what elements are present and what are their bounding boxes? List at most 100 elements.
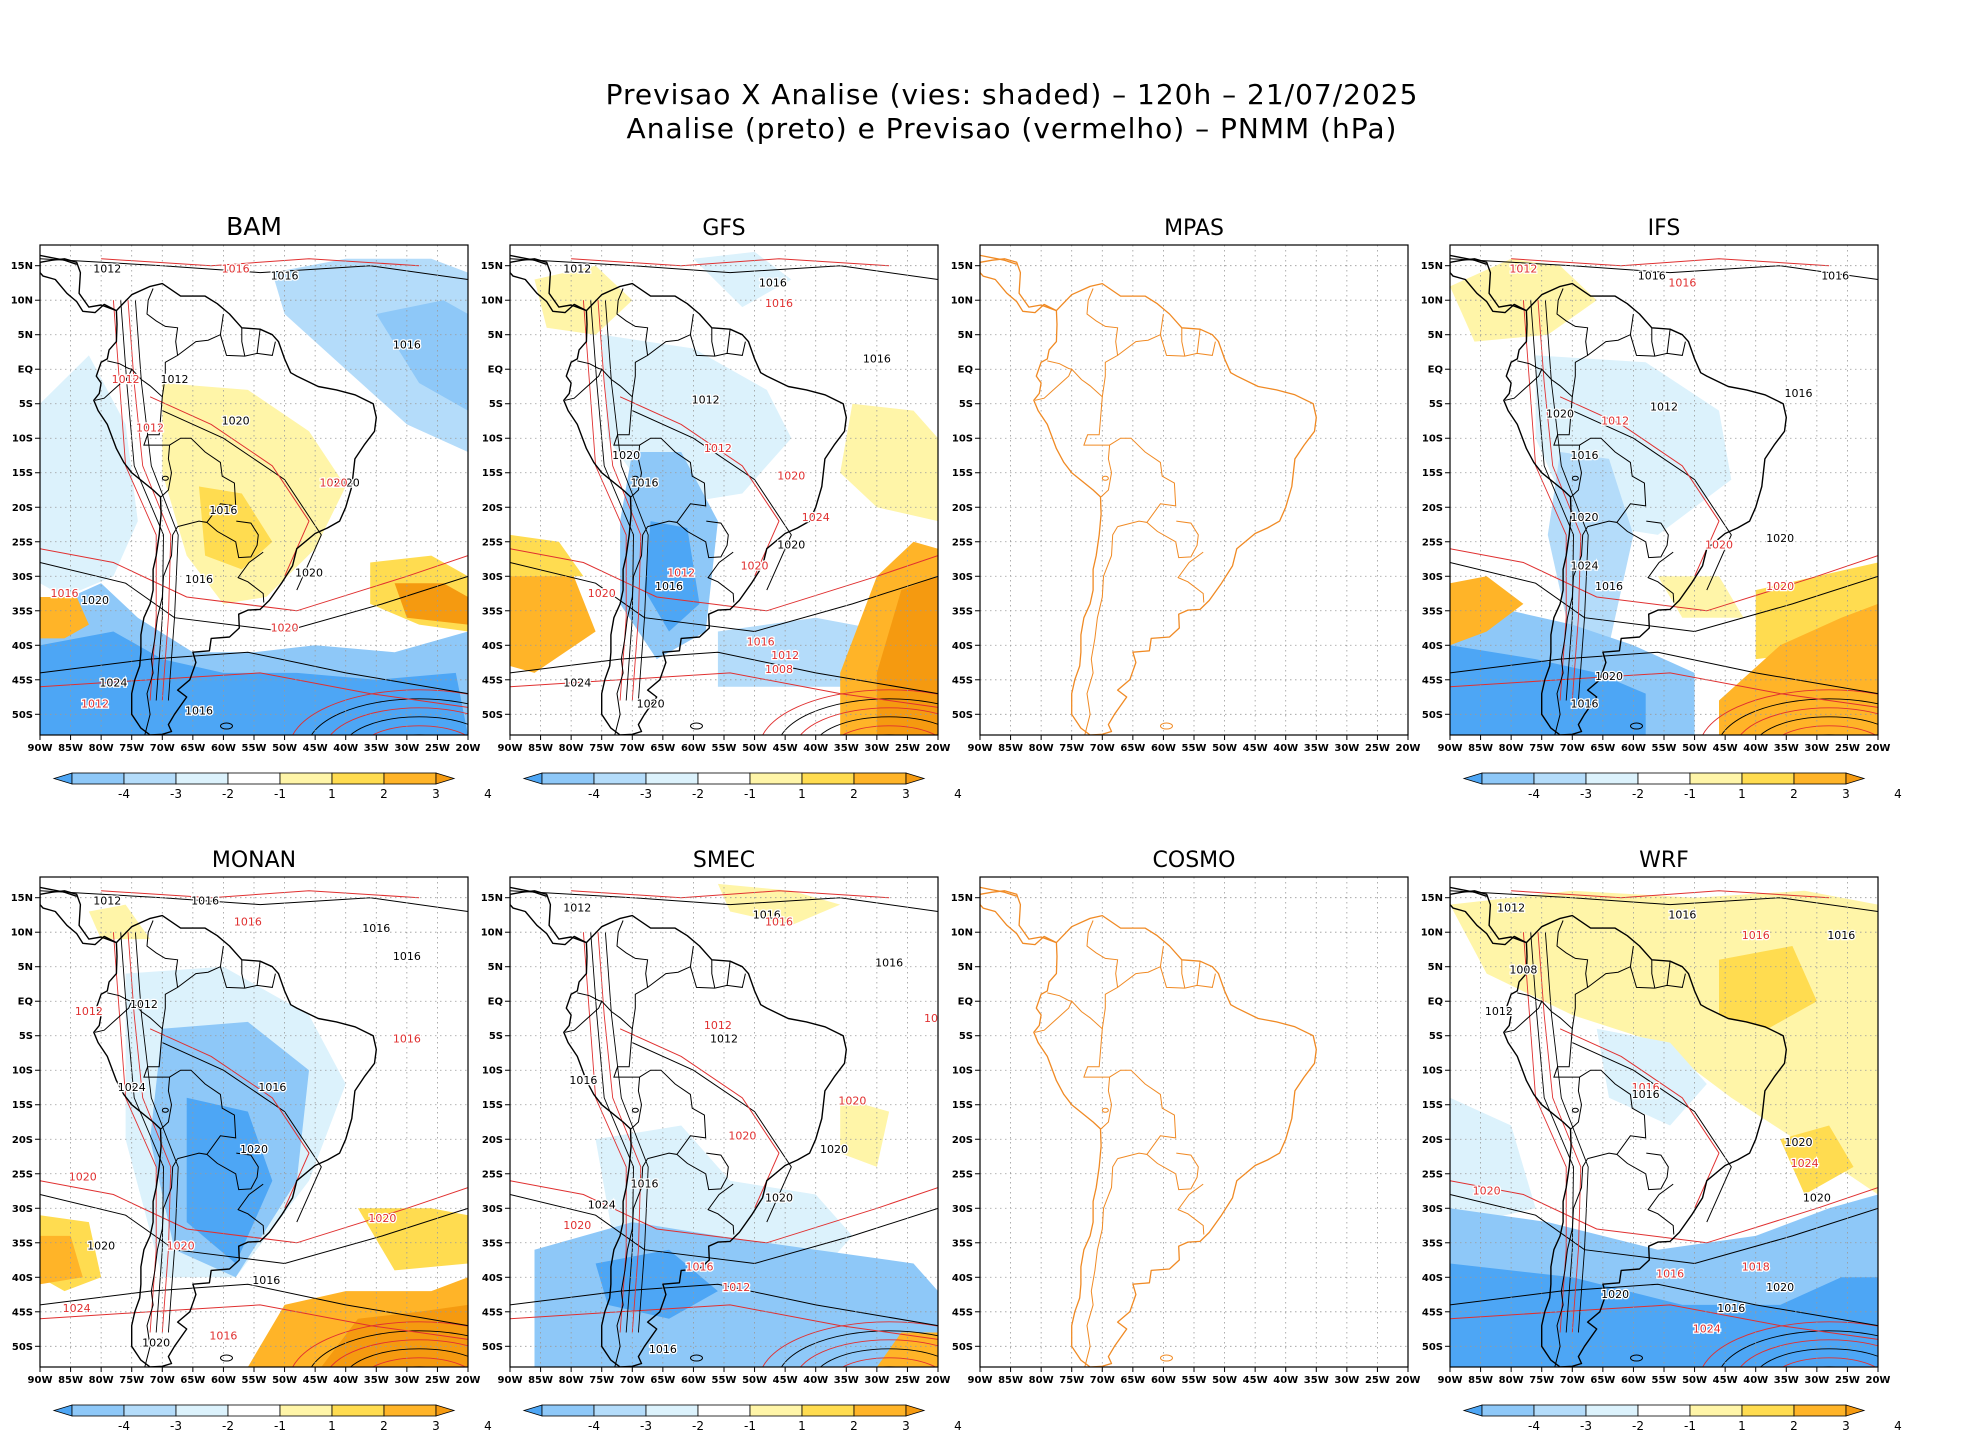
panel-gfs: GFS1012101610161016101210121020101610201… <box>481 216 962 801</box>
lon-label: 45W <box>773 743 798 754</box>
panel-title: MPAS <box>1164 216 1224 241</box>
colorbar-segment <box>123 772 177 785</box>
lat-label: 45S <box>1422 1307 1443 1318</box>
coastlines <box>980 254 1317 735</box>
lat-label: 15S <box>482 468 503 479</box>
contour-label: 1016 <box>393 1033 421 1046</box>
isobar <box>510 890 938 912</box>
lon-label: 65W <box>180 1375 205 1386</box>
figure-title-line1: Previsao X Analise (vies: shaded) – 120h… <box>606 78 1419 111</box>
lat-label: EQ <box>18 365 33 376</box>
lon-label: 30W <box>864 743 889 754</box>
contour-label: 1012 <box>112 373 140 386</box>
lon-label: 70W <box>620 1375 645 1386</box>
lon-label: 45W <box>1713 743 1738 754</box>
lon-label: 45W <box>773 1375 798 1386</box>
contour-label: 1024 <box>1791 1157 1819 1170</box>
lat-label: 25S <box>1422 537 1443 548</box>
lat-label: 40S <box>1422 1273 1443 1284</box>
lon-label: 75W <box>589 1375 614 1386</box>
colorbar-segment <box>71 1404 125 1417</box>
lat-label: 30S <box>952 1204 973 1215</box>
lon-label: 50W <box>272 1375 297 1386</box>
andes-isobar <box>1537 300 1582 701</box>
map-area <box>980 245 1408 735</box>
country-borders <box>94 288 276 735</box>
lat-label: 40S <box>482 641 503 652</box>
lon-label: 65W <box>180 743 205 754</box>
colorbar: -4 -3 -2 -1 1 2 3 4 <box>522 1404 962 1433</box>
lon-label: 50W <box>1682 743 1707 754</box>
contour-label: 1016 <box>631 477 659 490</box>
lon-label: 30W <box>864 1375 889 1386</box>
isobar-high <box>371 725 467 735</box>
colorbar-arrow-left <box>52 772 73 785</box>
lon-label: 85W <box>998 1375 1023 1386</box>
contour-label: 1024 <box>1571 559 1599 572</box>
lat-label: 35S <box>12 1238 33 1249</box>
contour-label: 1016 <box>185 704 213 717</box>
colorbar-arrow-right <box>435 772 456 785</box>
lat-label: EQ <box>18 997 33 1008</box>
colorbar-segment <box>853 1404 907 1417</box>
lon-label: 65W <box>1590 743 1615 754</box>
lon-label: 55W <box>242 1375 267 1386</box>
contour-label: 1016 <box>655 580 683 593</box>
contour-label: 1016 <box>686 1260 714 1273</box>
lat-label: EQ <box>488 997 503 1008</box>
lat-label: 10S <box>12 1066 33 1077</box>
colorbar-label: -4 <box>1528 787 1540 801</box>
lat-label: 15N <box>951 893 973 904</box>
andes-isobar <box>1522 300 1567 701</box>
lat-label: 45S <box>952 675 973 686</box>
contour-label: 1012 <box>136 421 164 434</box>
lat-label: 50S <box>482 1342 503 1353</box>
isobar <box>632 1042 792 1223</box>
colorbar-segment <box>1533 1404 1587 1417</box>
lat-label: 10S <box>482 434 503 445</box>
isobar <box>40 1304 468 1340</box>
lat-label: EQ <box>488 365 503 376</box>
lat-label: 20S <box>12 503 33 514</box>
lon-label: 25W <box>1365 743 1390 754</box>
lat-label: 50S <box>1422 710 1443 721</box>
colorbar-label: 1 <box>328 1419 336 1433</box>
contour-label: 1016 <box>209 504 237 517</box>
lon-label: 30W <box>1334 1375 1359 1386</box>
lon-label: 80W <box>1499 743 1524 754</box>
lat-label: 5S <box>959 1031 973 1042</box>
lat-label: 10S <box>952 1066 973 1077</box>
lon-label: 25W <box>895 1375 920 1386</box>
colorbar-label: 2 <box>850 1419 858 1433</box>
bias-shading <box>1547 452 1634 646</box>
lon-label: 60W <box>1151 743 1176 754</box>
isobar <box>632 410 792 591</box>
contour-label: 1020 <box>838 1095 866 1108</box>
colorbar-label: 4 <box>954 1419 962 1433</box>
colorbar-label: -3 <box>170 787 182 801</box>
andes-isobar <box>1537 932 1582 1333</box>
coastlines <box>1450 886 1787 1367</box>
isobar <box>619 1028 780 1209</box>
isobar-high <box>819 1348 938 1367</box>
lon-label: 35W <box>834 743 859 754</box>
lon-label: 35W <box>834 1375 859 1386</box>
colorbar-segment <box>541 1404 595 1417</box>
lat-label: 25S <box>482 1169 503 1180</box>
lon-label: 45W <box>1243 1375 1268 1386</box>
colorbar-label: -3 <box>640 787 652 801</box>
colorbar-segment <box>1481 772 1535 785</box>
contour-label: 1012 <box>1497 902 1525 915</box>
contour-label: 1012 <box>692 394 720 407</box>
contour-label: 1024 <box>1693 1322 1721 1335</box>
lat-label: 10N <box>481 928 503 939</box>
lon-label: 90W <box>968 743 993 754</box>
contour-label: 1020 <box>81 594 109 607</box>
lat-label: EQ <box>958 365 973 376</box>
panel-smec: SMEC101210161016101610161012101210161020… <box>481 848 962 1433</box>
contour-label: 1020 <box>167 1240 195 1253</box>
andes-isobar <box>597 300 642 701</box>
lat-label: 45S <box>12 675 33 686</box>
coastlines <box>980 886 1317 1367</box>
